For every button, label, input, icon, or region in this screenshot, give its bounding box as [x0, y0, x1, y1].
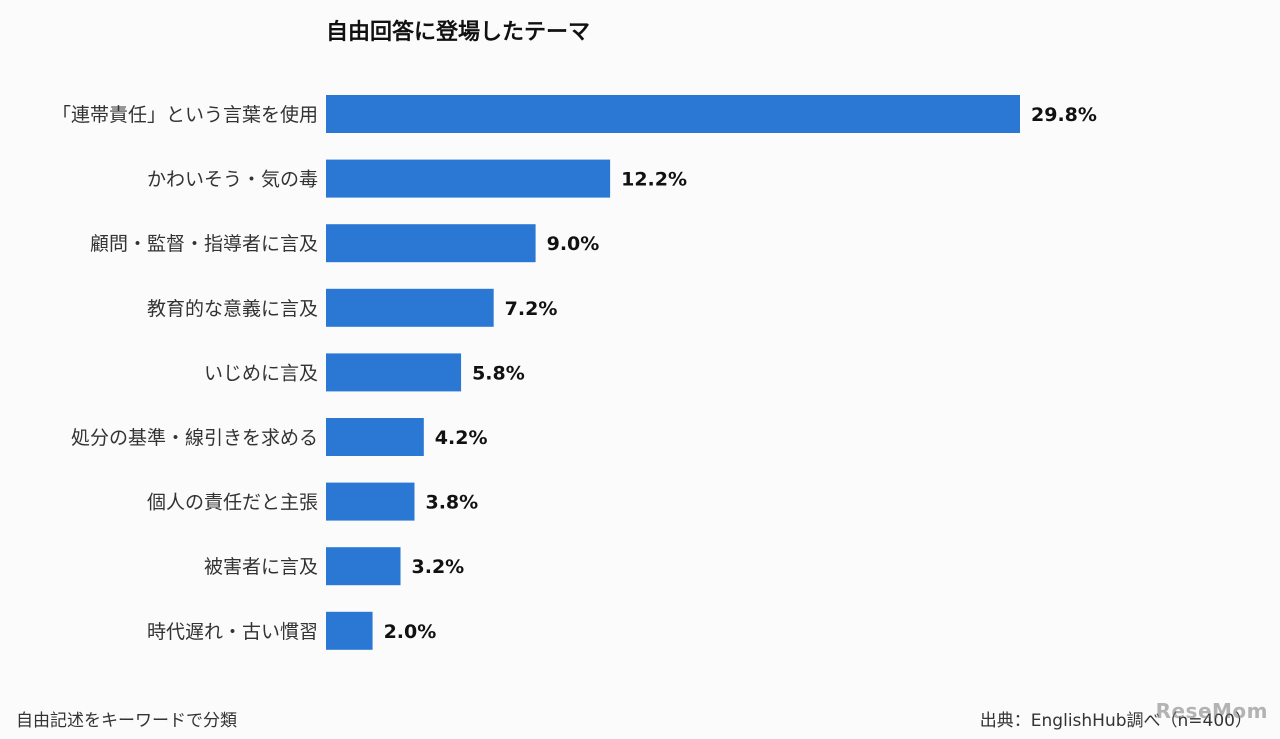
category-label: 教育的な意義に言及: [147, 298, 318, 320]
category-label: いじめに言及: [204, 362, 318, 384]
value-label: 5.8%: [472, 362, 525, 384]
footnote: 自由記述をキーワードで分類: [16, 711, 237, 731]
watermark-logo: ReseMom: [1155, 699, 1268, 723]
value-label: 12.2%: [621, 169, 687, 191]
category-label: 時代遅れ・古い慣習: [147, 621, 318, 643]
bar: [326, 547, 401, 586]
bar: [326, 224, 536, 263]
value-label: 3.2%: [412, 556, 465, 578]
bar: [326, 418, 424, 456]
value-label: 4.2%: [435, 427, 488, 449]
value-label: 7.2%: [505, 298, 558, 320]
category-label: かわいそう・気の毒: [147, 169, 318, 191]
category-label: 被害者に言及: [204, 556, 318, 578]
bar: [326, 288, 494, 327]
bar: [326, 353, 462, 392]
chart-title: 自由回答に登場したテーマ: [326, 20, 591, 45]
bar: [326, 482, 415, 521]
value-label: 9.0%: [547, 233, 600, 255]
source-note: 出典：EnglishHub調べ（n=400）: [979, 711, 1252, 731]
bar: [326, 159, 611, 198]
value-label: 2.0%: [384, 621, 437, 643]
value-label: 29.8%: [1031, 104, 1097, 126]
category-label: 個人の責任だと主張: [147, 492, 318, 514]
bar: [326, 611, 373, 650]
value-label: 3.8%: [425, 492, 478, 514]
category-label: 顧問・監督・指導者に言及: [90, 233, 318, 255]
category-label: 処分の基準・線引きを求める: [71, 427, 318, 449]
bar: [326, 95, 1020, 133]
category-label: 「連帯責任」という言葉を使用: [52, 104, 318, 126]
